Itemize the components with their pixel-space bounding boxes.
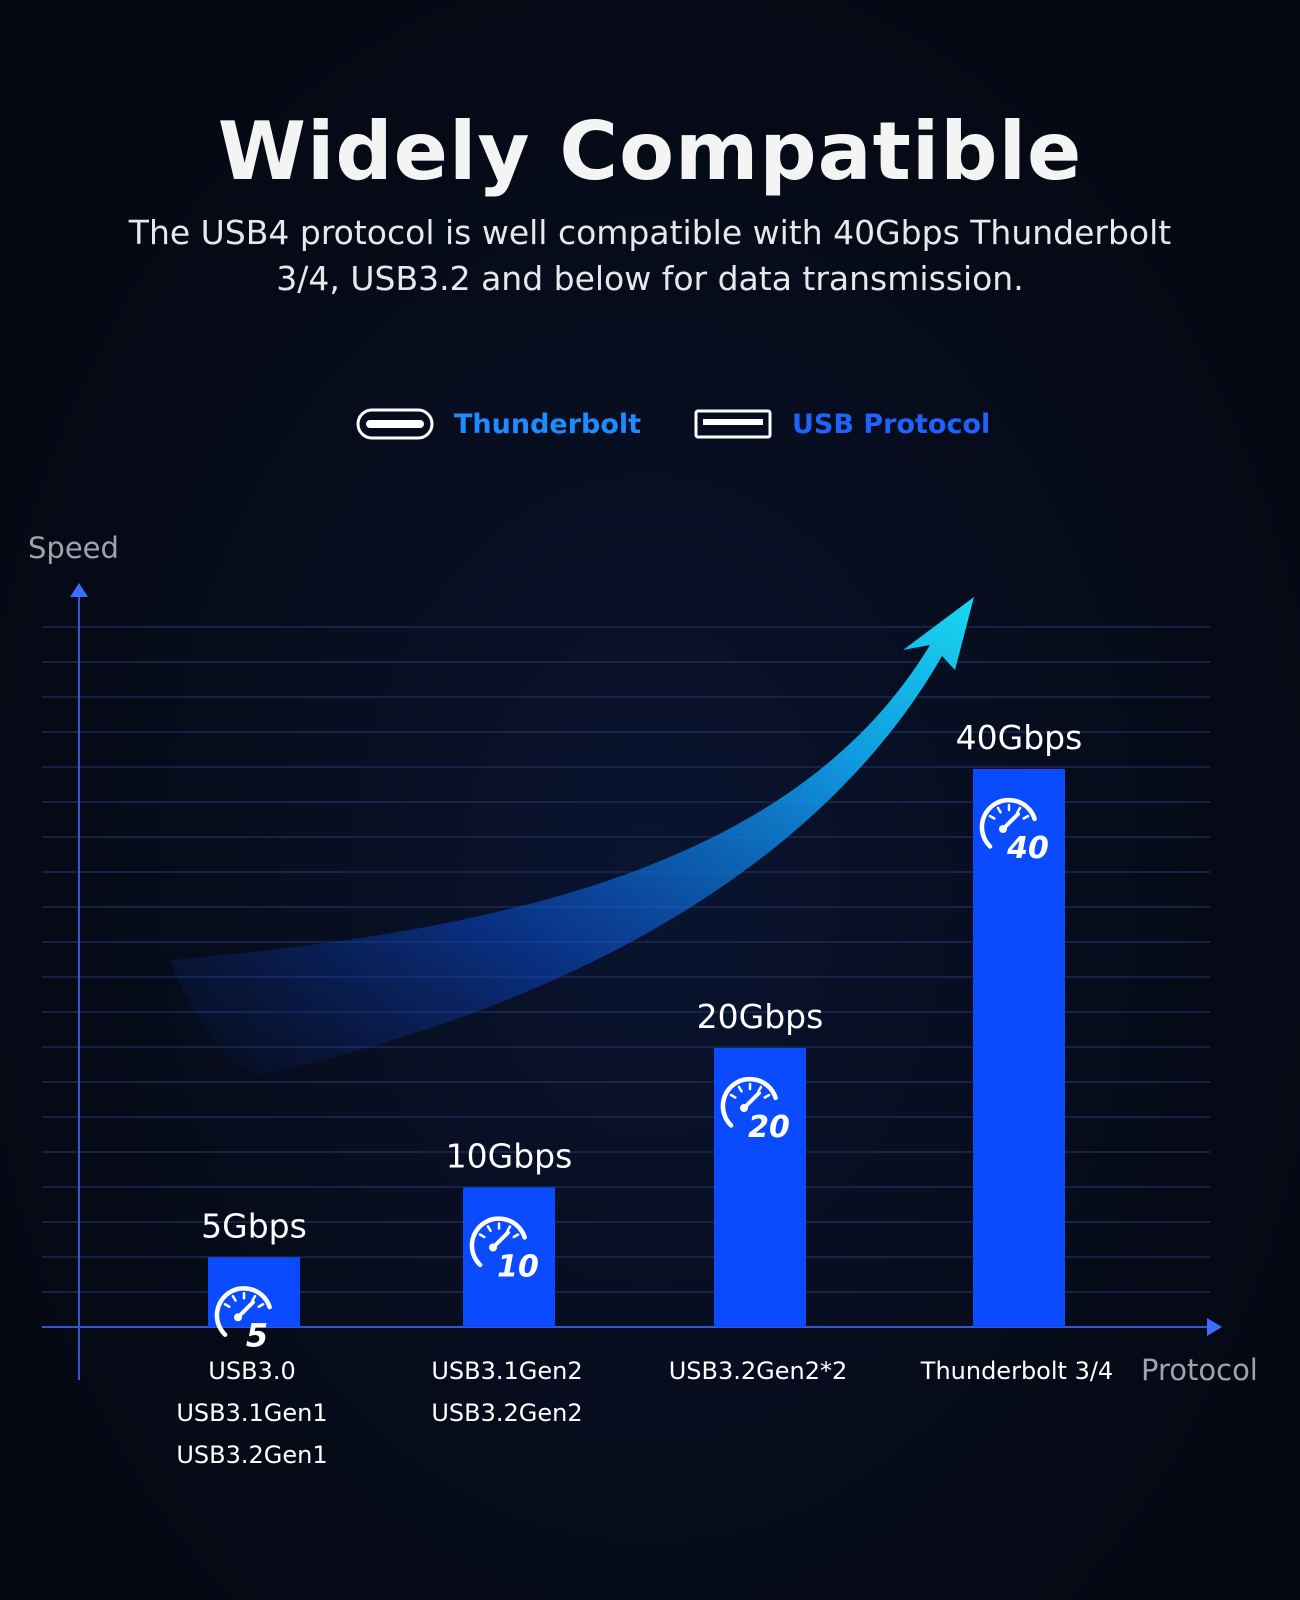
usb-port-icon [694, 409, 772, 439]
chart-axes: Speed Protocol [28, 531, 1258, 1387]
speedometer-icon [214, 1286, 272, 1337]
speed-badge-label: 20 [748, 1110, 790, 1145]
speedometer-icon [720, 1076, 778, 1128]
page-title: Widely Compatible [217, 105, 1083, 198]
speedometer-icon [979, 797, 1037, 849]
data-label: 10Gbps [446, 1137, 573, 1176]
thunderbolt-port-icon [356, 408, 434, 440]
data-label: 40Gbps [956, 718, 1083, 757]
x-axis-arrow-icon [1207, 1318, 1222, 1336]
x-tick-label: USB3.2Gen2*2 [669, 1357, 848, 1385]
chart-legend: Thunderbolt USB Protocol [0, 404, 1300, 444]
legend-item-usb-protocol: USB Protocol [694, 404, 990, 444]
legend-label-usb-protocol: USB Protocol [792, 408, 991, 440]
x-tick-label: USB3.2Gen1 [176, 1441, 327, 1469]
subtitle-line-2: 3/4, USB3.2 and below for data transmiss… [276, 259, 1024, 298]
bar-group: 5Gbps 5 USB3.0 USB3.1Gen1 USB3.2Gen1 [176, 1206, 327, 1469]
bar [973, 769, 1065, 1327]
bar-group: 40Gbps 40 Thunderbolt 3/4 [920, 718, 1113, 1385]
speed-badge-label: 40 [1006, 831, 1049, 866]
legend-label-thunderbolt: Thunderbolt [454, 408, 642, 440]
bar [463, 1187, 555, 1327]
legend-item-thunderbolt: Thunderbolt [356, 404, 641, 444]
x-tick-label: USB3.1Gen2 [431, 1357, 582, 1385]
x-tick-label: USB3.1Gen1 [176, 1399, 327, 1427]
x-tick-label: USB3.0 [208, 1357, 295, 1385]
x-axis-title: Protocol [1141, 1353, 1258, 1387]
chart-bars: 5Gbps5USB3.0USB3.1Gen1USB3.2Gen110Gbps10… [176, 718, 1113, 1469]
speed-badge-label: 5 [246, 1316, 268, 1354]
x-tick-label: Thunderbolt 3/4 [920, 1357, 1113, 1385]
data-label: 20Gbps [697, 997, 824, 1036]
data-label: 5Gbps [201, 1206, 307, 1245]
speedometer-icon [469, 1216, 527, 1268]
y-axis-arrow-icon [70, 583, 88, 597]
bar-group: 20Gbps 20 USB3.2Gen2*2 [669, 997, 848, 1385]
y-axis-title: Speed [28, 531, 119, 565]
subtitle-line-1: The USB4 protocol is well compatible wit… [128, 213, 1172, 252]
x-tick-label: USB3.2Gen2 [431, 1399, 582, 1427]
trend-arrow-icon [170, 597, 974, 1075]
page-subtitle: The USB4 protocol is well compatible wit… [100, 210, 1200, 302]
bar-group: 10Gbps 10 USB3.1Gen2 USB3.2Gen2 [431, 1137, 582, 1428]
speed-badge-label: 10 [497, 1250, 539, 1285]
